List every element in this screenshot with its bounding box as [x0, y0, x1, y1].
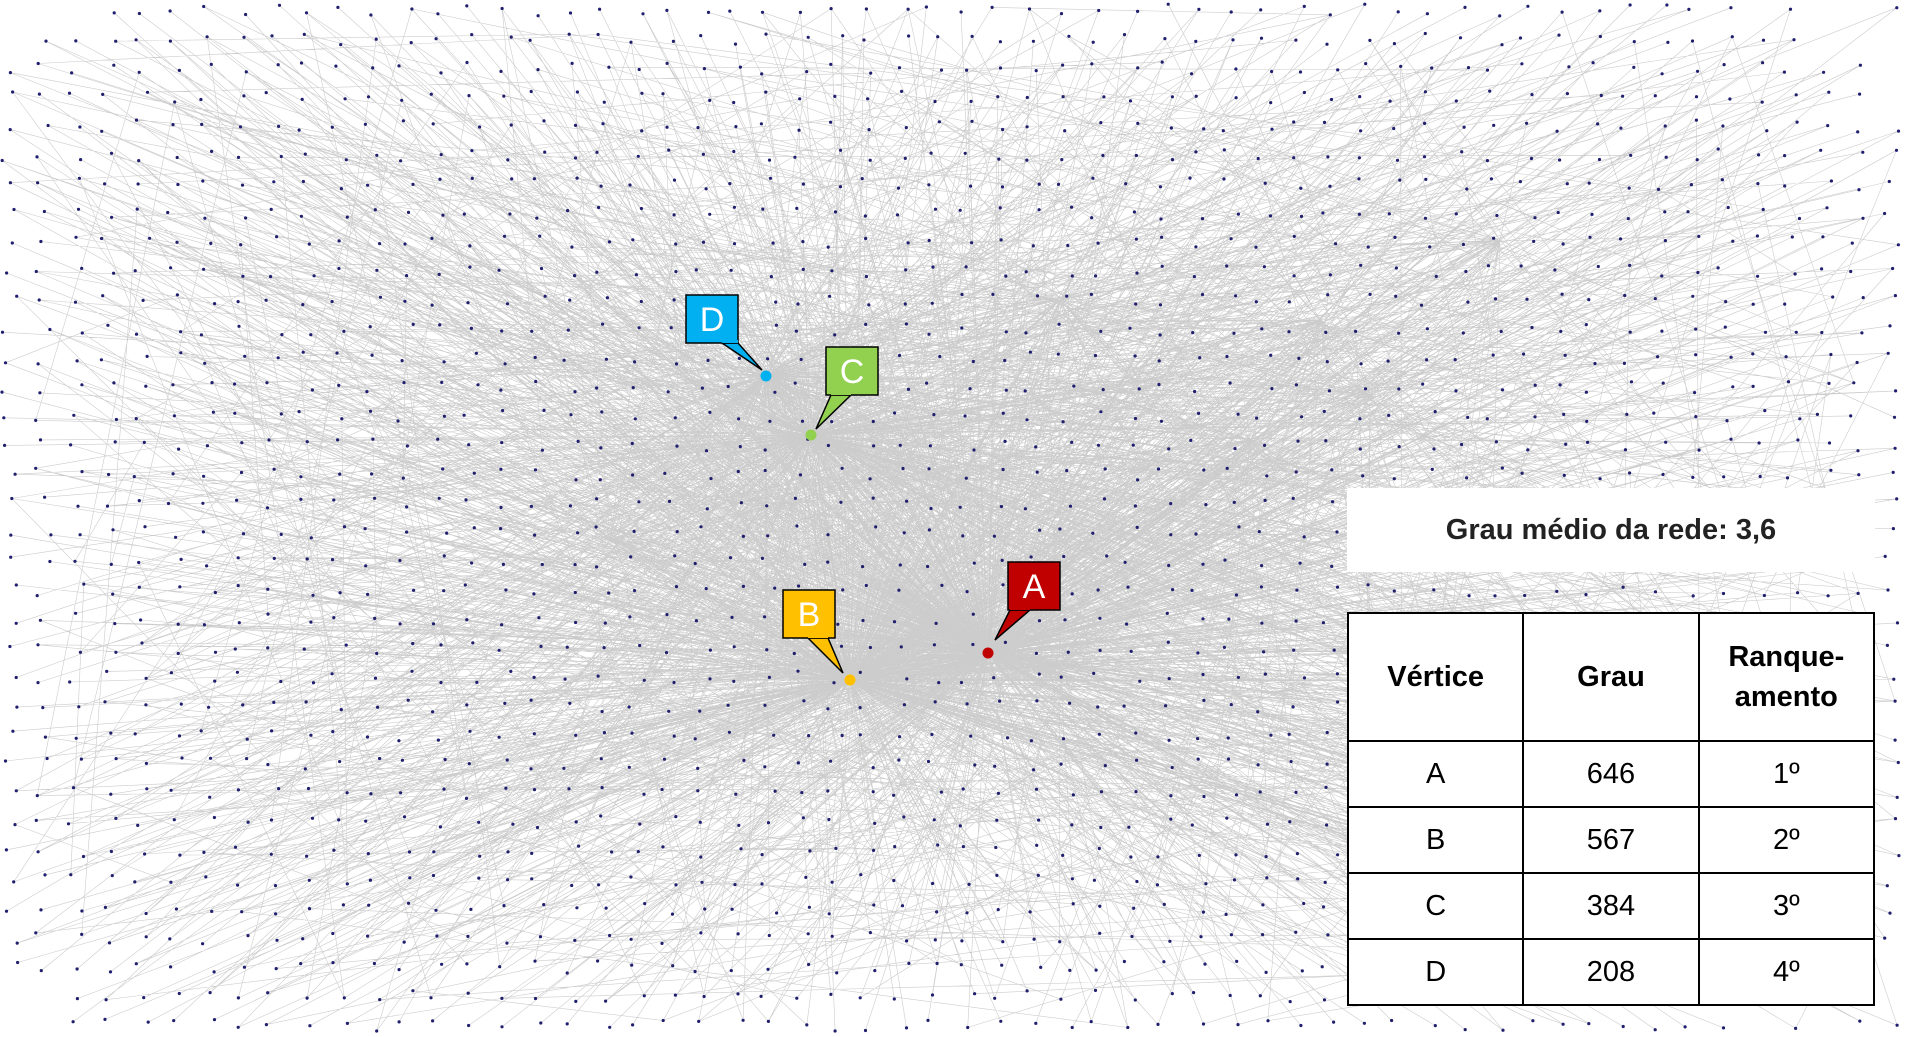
- callout-joint: [808, 635, 828, 638]
- cell-vertex: C: [1346, 872, 1525, 940]
- cell-rank: 4º: [1697, 938, 1876, 1006]
- header-degree: Grau: [1522, 612, 1700, 742]
- callout-c: C: [815, 346, 879, 430]
- hub-layer: [760, 370, 994, 686]
- hub-node-a: [982, 647, 994, 659]
- header-rank-line: Ranque-: [1728, 641, 1845, 673]
- header-rank-text: Ranque-amento: [1728, 641, 1844, 713]
- header-rank-line: amento: [1734, 681, 1838, 713]
- callout-box: [825, 346, 879, 396]
- hub-node-b: [844, 674, 856, 686]
- table-row: D 208 4º: [1346, 938, 1876, 1006]
- callout-joint: [831, 392, 851, 395]
- header-rank: Ranque-amento: [1697, 612, 1876, 742]
- callout-joint: [1010, 607, 1030, 610]
- callout-box: [685, 294, 739, 344]
- degree-ranking-table: Vértice Grau Ranque-amento A 646 1º B 56…: [1346, 612, 1876, 1006]
- callout-joint: [722, 340, 738, 343]
- hub-node-c: [805, 429, 817, 441]
- callout-box: [782, 589, 836, 639]
- callout-layer: A B C D: [685, 294, 1061, 674]
- average-degree-text: Grau médio da rede: 3,6: [1445, 513, 1777, 546]
- cell-rank: 3º: [1697, 872, 1876, 940]
- callout-box: [1007, 561, 1061, 611]
- table-row: C 384 3º: [1346, 872, 1876, 940]
- cell-vertex: D: [1346, 938, 1525, 1006]
- callout-label-c: C: [840, 353, 865, 391]
- cell-rank: 2º: [1697, 806, 1876, 874]
- cell-vertex: B: [1346, 806, 1525, 874]
- callout-a: A: [994, 561, 1061, 641]
- hub-node-d: [760, 370, 772, 382]
- table-header-row: Vértice Grau Ranque-amento: [1346, 612, 1876, 742]
- callout-label-d: D: [700, 301, 725, 339]
- header-vertex: Vértice: [1346, 612, 1525, 742]
- callout-b: B: [782, 589, 844, 674]
- callout-d: D: [685, 294, 763, 371]
- table-row: A 646 1º: [1346, 740, 1876, 808]
- cell-rank: 1º: [1697, 740, 1876, 808]
- cell-degree: 208: [1522, 938, 1700, 1006]
- cell-degree: 646: [1522, 740, 1700, 808]
- cell-vertex: A: [1346, 740, 1525, 808]
- callout-label-b: B: [798, 596, 821, 634]
- table-row: B 567 2º: [1346, 806, 1876, 874]
- callout-label-a: A: [1023, 568, 1046, 606]
- average-degree-box: Grau médio da rede: 3,6: [1347, 488, 1875, 572]
- cell-degree: 384: [1522, 872, 1700, 940]
- cell-degree: 567: [1522, 806, 1700, 874]
